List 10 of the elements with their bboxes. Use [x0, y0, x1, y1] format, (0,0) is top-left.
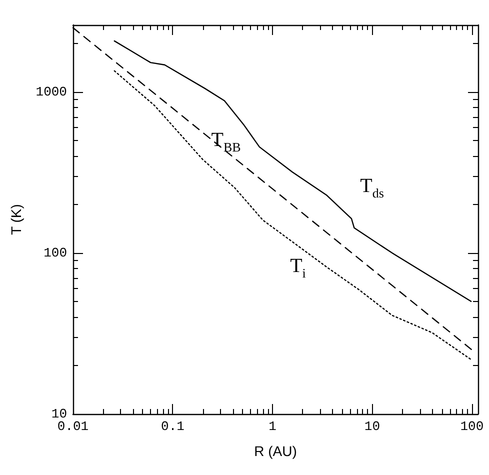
x-tick-label: 1	[268, 419, 277, 434]
x-tick-label: 0.1	[161, 419, 185, 434]
y-axis-title: T (K)	[8, 204, 24, 235]
y-tick-label: 10	[51, 406, 67, 422]
x-axis-title: R (AU)	[254, 443, 297, 459]
x-tick-label: 10	[364, 419, 380, 434]
y-tick-label: 1000	[36, 84, 67, 100]
x-tick-label: 100	[460, 419, 484, 434]
y-tick-label: 100	[44, 245, 67, 260]
x-tick-label: 0.01	[57, 419, 89, 434]
